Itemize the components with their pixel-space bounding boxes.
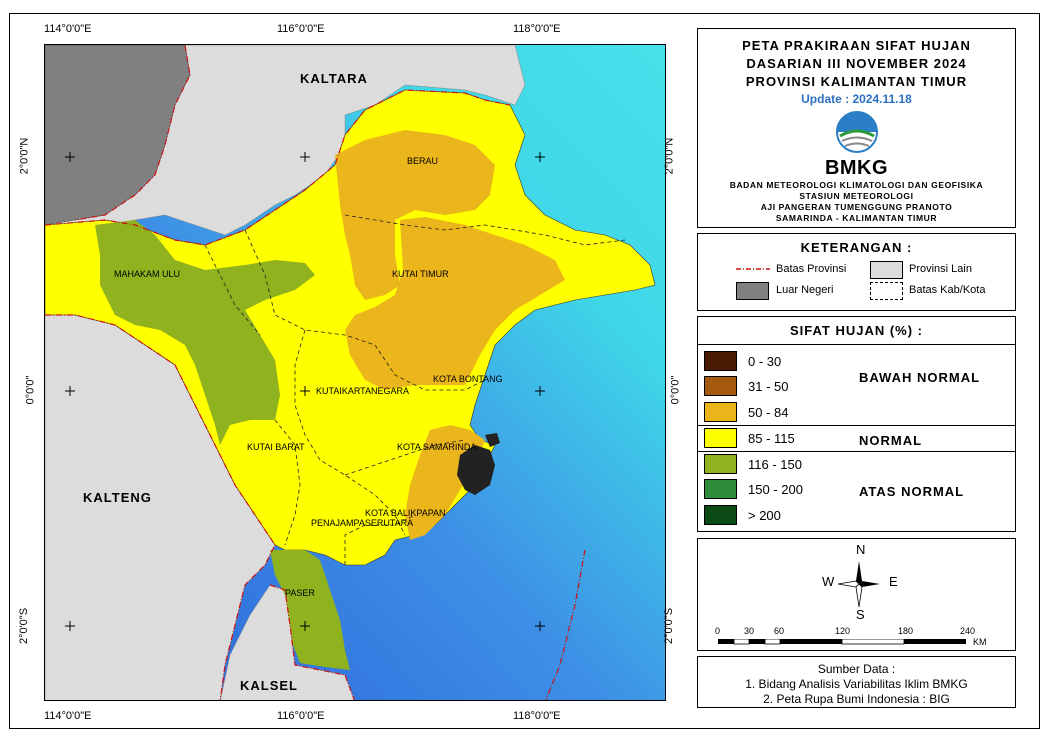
- rainfall-map: [45, 45, 665, 700]
- scale-tick-0: 0: [715, 626, 721, 636]
- bmkg-logo-text: BMKG: [824, 157, 889, 179]
- label-kalsel: KALSEL: [240, 678, 298, 693]
- class-label-above-200: > 200: [748, 508, 781, 523]
- category-bawah-normal: BAWAH NORMAL: [859, 370, 981, 385]
- legend-provinsi-lain: Provinsi Lain: [909, 263, 972, 275]
- category-normal: NORMAL: [859, 433, 923, 448]
- legend-luar-negeri: Luar Negeri: [776, 284, 834, 296]
- org-line1: BADAN METEOROLOGI KLIMATOLOGI DAN GEOFIS…: [729, 180, 984, 190]
- zone-116-150-south: [270, 550, 350, 670]
- label-berau: BERAU: [407, 156, 439, 166]
- zone-116-150-west: [95, 220, 315, 445]
- swatch-above-200: [704, 505, 737, 525]
- compass-scale-panel: N S W E 0 30 60 120 180 240 KM: [697, 538, 1016, 651]
- compass-s: S: [856, 607, 865, 622]
- swatch-31-50: [704, 376, 737, 396]
- coord-top-2: 116°0'0"E: [277, 23, 325, 35]
- label-kota-balikpapan: KOTA BALIKPAPAN: [365, 508, 446, 518]
- scale-tick-120: 120: [835, 626, 851, 636]
- divider: [698, 425, 1015, 426]
- map-title-line1: PETA PRAKIRAAN SIFAT HUJAN: [742, 38, 971, 53]
- class-label-31-50: 31 - 50: [748, 379, 789, 394]
- source-line2: 2. Peta Rupa Bumi Indonesia : BIG: [763, 692, 950, 706]
- source-title: Sumber Data :: [817, 662, 896, 676]
- zone-50-84-north: [335, 130, 495, 300]
- compass-n: N: [856, 542, 866, 557]
- swatch-150-200: [704, 479, 737, 499]
- coord-bottom-1: 114°0'0"E: [44, 710, 92, 722]
- label-kutai-barat: KUTAI BARAT: [247, 442, 305, 452]
- swatch-0-30: [704, 351, 737, 371]
- keterangan-panel: KETERANGAN : Batas Provinsi Provinsi Lai…: [697, 233, 1016, 311]
- org-line3: AJI PANGERAN TUMENGGUNG PRANOTO: [760, 202, 953, 212]
- coord-bottom-3: 118°0'0"E: [513, 710, 561, 722]
- divider: [698, 451, 1015, 452]
- scale-bar: [718, 639, 966, 645]
- mahakam-delta: [457, 433, 500, 495]
- sifat-hujan-header: SIFAT HUJAN (%) :: [789, 323, 924, 338]
- class-label-116-150: 116 - 150: [748, 457, 802, 472]
- luar-negeri-swatch: [736, 282, 769, 300]
- compass-e: E: [889, 574, 898, 589]
- coord-top-1: 114°0'0"E: [44, 23, 92, 35]
- bmkg-emblem-icon: [835, 111, 878, 153]
- compass-w: W: [822, 574, 835, 589]
- coord-right-3: 2°0'0"S: [663, 607, 676, 645]
- label-kota-bontang: KOTA BONTANG: [433, 374, 503, 384]
- sifat-hujan-panel: SIFAT HUJAN (%) : 0 - 30 31 - 50 50 - 84…: [697, 316, 1016, 532]
- provinsi-lain-swatch: [870, 261, 903, 279]
- class-label-150-200: 150 - 200: [748, 482, 803, 497]
- north-arrow-icon: [837, 561, 880, 608]
- batas-provinsi-lines: [45, 45, 586, 700]
- update-date: Update : 2024.11.18: [801, 92, 912, 106]
- coord-right-1: 2°0'0"N: [663, 137, 676, 175]
- scale-tick-180: 180: [898, 626, 914, 636]
- class-label-0-30: 0 - 30: [748, 354, 782, 369]
- label-penajam: PENAJAMPASERUTARA: [311, 518, 414, 528]
- source-line1: 1. Bidang Analisis Variabilitas Iklim BM…: [745, 677, 968, 691]
- batas-provinsi-symbol: [736, 268, 770, 270]
- class-label-50-84: 50 - 84: [748, 405, 789, 420]
- coord-bottom-2: 116°0'0"E: [277, 710, 325, 722]
- swatch-116-150: [704, 454, 737, 474]
- org-line4: SAMARINDA - KALIMANTAN TIMUR: [775, 213, 938, 223]
- coord-left-1: 2°0'0"N: [18, 137, 31, 175]
- bmkg-logo: BMKG: [698, 110, 1015, 180]
- scale-unit: KM: [973, 637, 987, 647]
- divider: [698, 344, 1015, 345]
- coord-left-2: 0°0'0": [24, 375, 37, 405]
- legend-batas-provinsi: Batas Provinsi: [776, 263, 847, 275]
- zone-50-84-center: [345, 217, 565, 390]
- map-title-line3: PROVINSI KALIMANTAN TIMUR: [745, 74, 968, 89]
- swatch-50-84: [704, 402, 737, 422]
- map-canvas[interactable]: [44, 44, 666, 701]
- coord-left-3: 2°0'0"S: [18, 607, 31, 645]
- label-kutai-kartanegara: KUTAIKARTANEGARA: [316, 386, 410, 396]
- coord-right-2: 0°0'0": [669, 375, 682, 405]
- title-panel: PETA PRAKIRAAN SIFAT HUJAN DASARIAN III …: [697, 28, 1016, 228]
- label-paser: PASER: [285, 588, 315, 598]
- category-atas-normal: ATAS NORMAL: [859, 484, 965, 499]
- org-line2: STASIUN METEOROLOGI: [799, 191, 914, 201]
- coord-top-3: 118°0'0"E: [513, 23, 561, 35]
- batas-kab-swatch: [870, 282, 903, 300]
- map-frame: [9, 13, 1040, 729]
- label-kalteng: KALTENG: [83, 490, 152, 505]
- grid-crosses: [65, 152, 545, 631]
- batas-kab-lines: [204, 214, 626, 565]
- label-kota-samarinda: KOTA SAMARINDA: [397, 442, 477, 452]
- map-title-line2: DASARIAN III NOVEMBER 2024: [746, 56, 967, 71]
- class-label-85-115: 85 - 115: [748, 431, 795, 446]
- label-kutai-timur: KUTAI TIMUR: [392, 269, 449, 279]
- keterangan-header: KETERANGAN :: [800, 240, 913, 255]
- swatch-85-115: [704, 428, 737, 448]
- scale-tick-30: 30: [744, 626, 755, 636]
- scale-tick-60: 60: [774, 626, 785, 636]
- source-panel: Sumber Data : 1. Bidang Analisis Variabi…: [697, 656, 1016, 708]
- legend-batas-kab: Batas Kab/Kota: [909, 284, 986, 296]
- label-kaltara: KALTARA: [300, 71, 368, 86]
- scale-tick-240: 240: [960, 626, 976, 636]
- label-mahakam-ulu: MAHAKAM ULU: [114, 269, 181, 279]
